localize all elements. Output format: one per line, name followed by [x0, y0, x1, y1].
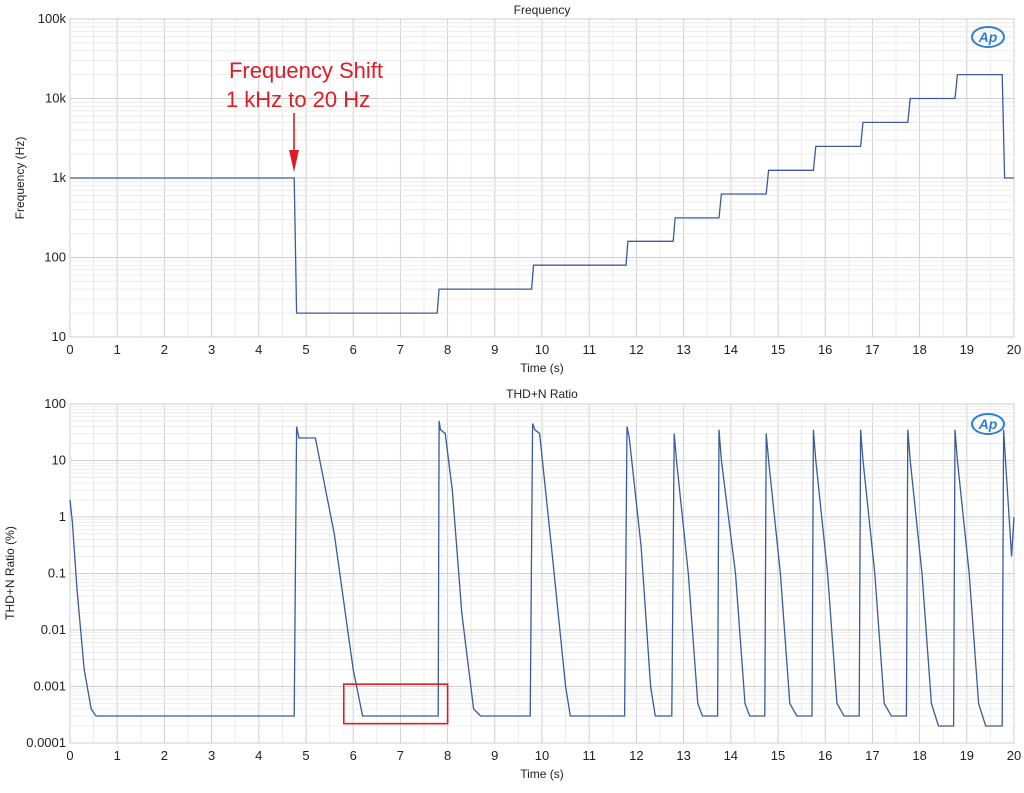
svg-text:Ap: Ap: [978, 29, 998, 45]
y-tick-label: 0.001: [33, 679, 66, 694]
x-tick-label: 20: [1007, 748, 1021, 763]
x-tick-label: 0: [66, 748, 73, 763]
thdn-chart-title: THD+N Ratio: [506, 387, 578, 401]
y-tick-label: 10k: [45, 91, 66, 106]
y-tick-label: 0.01: [41, 622, 66, 637]
x-tick-label: 6: [350, 342, 357, 357]
thdn-y-ticks: 100 10 1 0.1 0.01 0.001 0.0001: [26, 396, 66, 750]
x-tick-label: 5: [302, 748, 309, 763]
x-tick-label: 13: [676, 748, 690, 763]
x-tick-label: 6: [350, 748, 357, 763]
frequency-y-axis-label: Frequency (Hz): [13, 137, 27, 220]
ap-logo-icon: Ap: [971, 26, 1005, 48]
x-tick-label: 9: [491, 748, 498, 763]
annotation-line-1: Frequency Shift: [229, 58, 383, 83]
y-tick-label: 1k: [52, 170, 66, 185]
x-tick-label: 2: [161, 342, 168, 357]
x-tick-label: 5: [302, 342, 309, 357]
x-tick-label: 8: [444, 342, 451, 357]
y-tick-label: 10: [52, 453, 66, 468]
x-tick-label: 3: [208, 748, 215, 763]
ap-logo-icon: Ap: [971, 413, 1005, 435]
highlight-box: [342, 683, 449, 725]
y-tick-label: 100k: [38, 11, 67, 26]
x-tick-label: 9: [491, 342, 498, 357]
frequency-y-ticks: 100k 10k 1k 100 10: [38, 11, 67, 344]
x-tick-label: 8: [444, 748, 451, 763]
x-tick-label: 20: [1007, 342, 1021, 357]
x-tick-label: 16: [818, 748, 832, 763]
y-tick-label: 100: [44, 396, 66, 411]
x-tick-label: 3: [208, 342, 215, 357]
frequency-series-line: [70, 73, 1014, 314]
x-tick-label: 16: [818, 342, 832, 357]
frequency-x-ticks: 0 1 2 3 4 5 6 7 8 9 10 11 12 13 14 15 16 17 18 19 20: [66, 342, 1021, 357]
x-tick-label: 15: [771, 342, 785, 357]
x-tick-label: 1: [114, 748, 121, 763]
x-tick-label: 19: [960, 342, 974, 357]
thdn-x-ticks: 0 1 2 3 4 5 6 7 8 9 10 11 12 13 14 15 16 17 18 19 20: [66, 748, 1021, 763]
thdn-y-axis-label: THD+N Ratio (%): [3, 526, 17, 620]
x-tick-label: 17: [865, 342, 879, 357]
x-tick-label: 18: [912, 342, 926, 357]
x-tick-label: 1: [114, 342, 121, 357]
x-tick-label: 12: [629, 748, 643, 763]
annotation-line-2: 1 kHz to 20 Hz: [226, 87, 370, 112]
y-tick-label: 1: [59, 509, 66, 524]
x-tick-label: 10: [535, 342, 549, 357]
frequency-grid: [69, 18, 1015, 338]
thdn-series-line: [69, 420, 1015, 727]
x-tick-label: 0: [66, 342, 73, 357]
x-tick-label: 4: [255, 748, 262, 763]
y-tick-label: 0.0001: [26, 735, 66, 750]
x-tick-label: 2: [161, 748, 168, 763]
x-tick-label: 14: [724, 342, 738, 357]
x-tick-label: 7: [397, 748, 404, 763]
thdn-chart: THD+N Ratio Time (s) THD+N Ratio (%) 100…: [3, 387, 1021, 781]
x-tick-label: 13: [676, 342, 690, 357]
x-tick-label: 4: [255, 342, 262, 357]
y-tick-label: 100: [44, 250, 66, 265]
x-tick-label: 11: [582, 342, 596, 357]
frequency-chart: Frequency Time (s) Frequency (Hz) 100k10…: [13, 3, 1021, 375]
x-tick-label: 17: [865, 748, 879, 763]
annotation-arrow-head: [289, 150, 299, 172]
x-tick-label: 7: [397, 342, 404, 357]
x-tick-label: 12: [629, 342, 643, 357]
thdn-x-axis-label: Time (s): [520, 767, 564, 781]
x-tick-label: 15: [771, 748, 785, 763]
x-tick-label: 14: [724, 748, 738, 763]
y-tick-label: 10: [52, 329, 66, 344]
x-tick-label: 19: [960, 748, 974, 763]
svg-text:Ap: Ap: [978, 416, 998, 432]
x-tick-label: 18: [912, 748, 926, 763]
frequency-chart-title: Frequency: [514, 3, 571, 17]
frequency-x-axis-label: Time (s): [520, 361, 564, 375]
y-tick-label: 0.1: [48, 566, 66, 581]
x-tick-label: 11: [582, 748, 596, 763]
x-tick-label: 10: [535, 748, 549, 763]
thdn-grid: [69, 403, 1015, 744]
